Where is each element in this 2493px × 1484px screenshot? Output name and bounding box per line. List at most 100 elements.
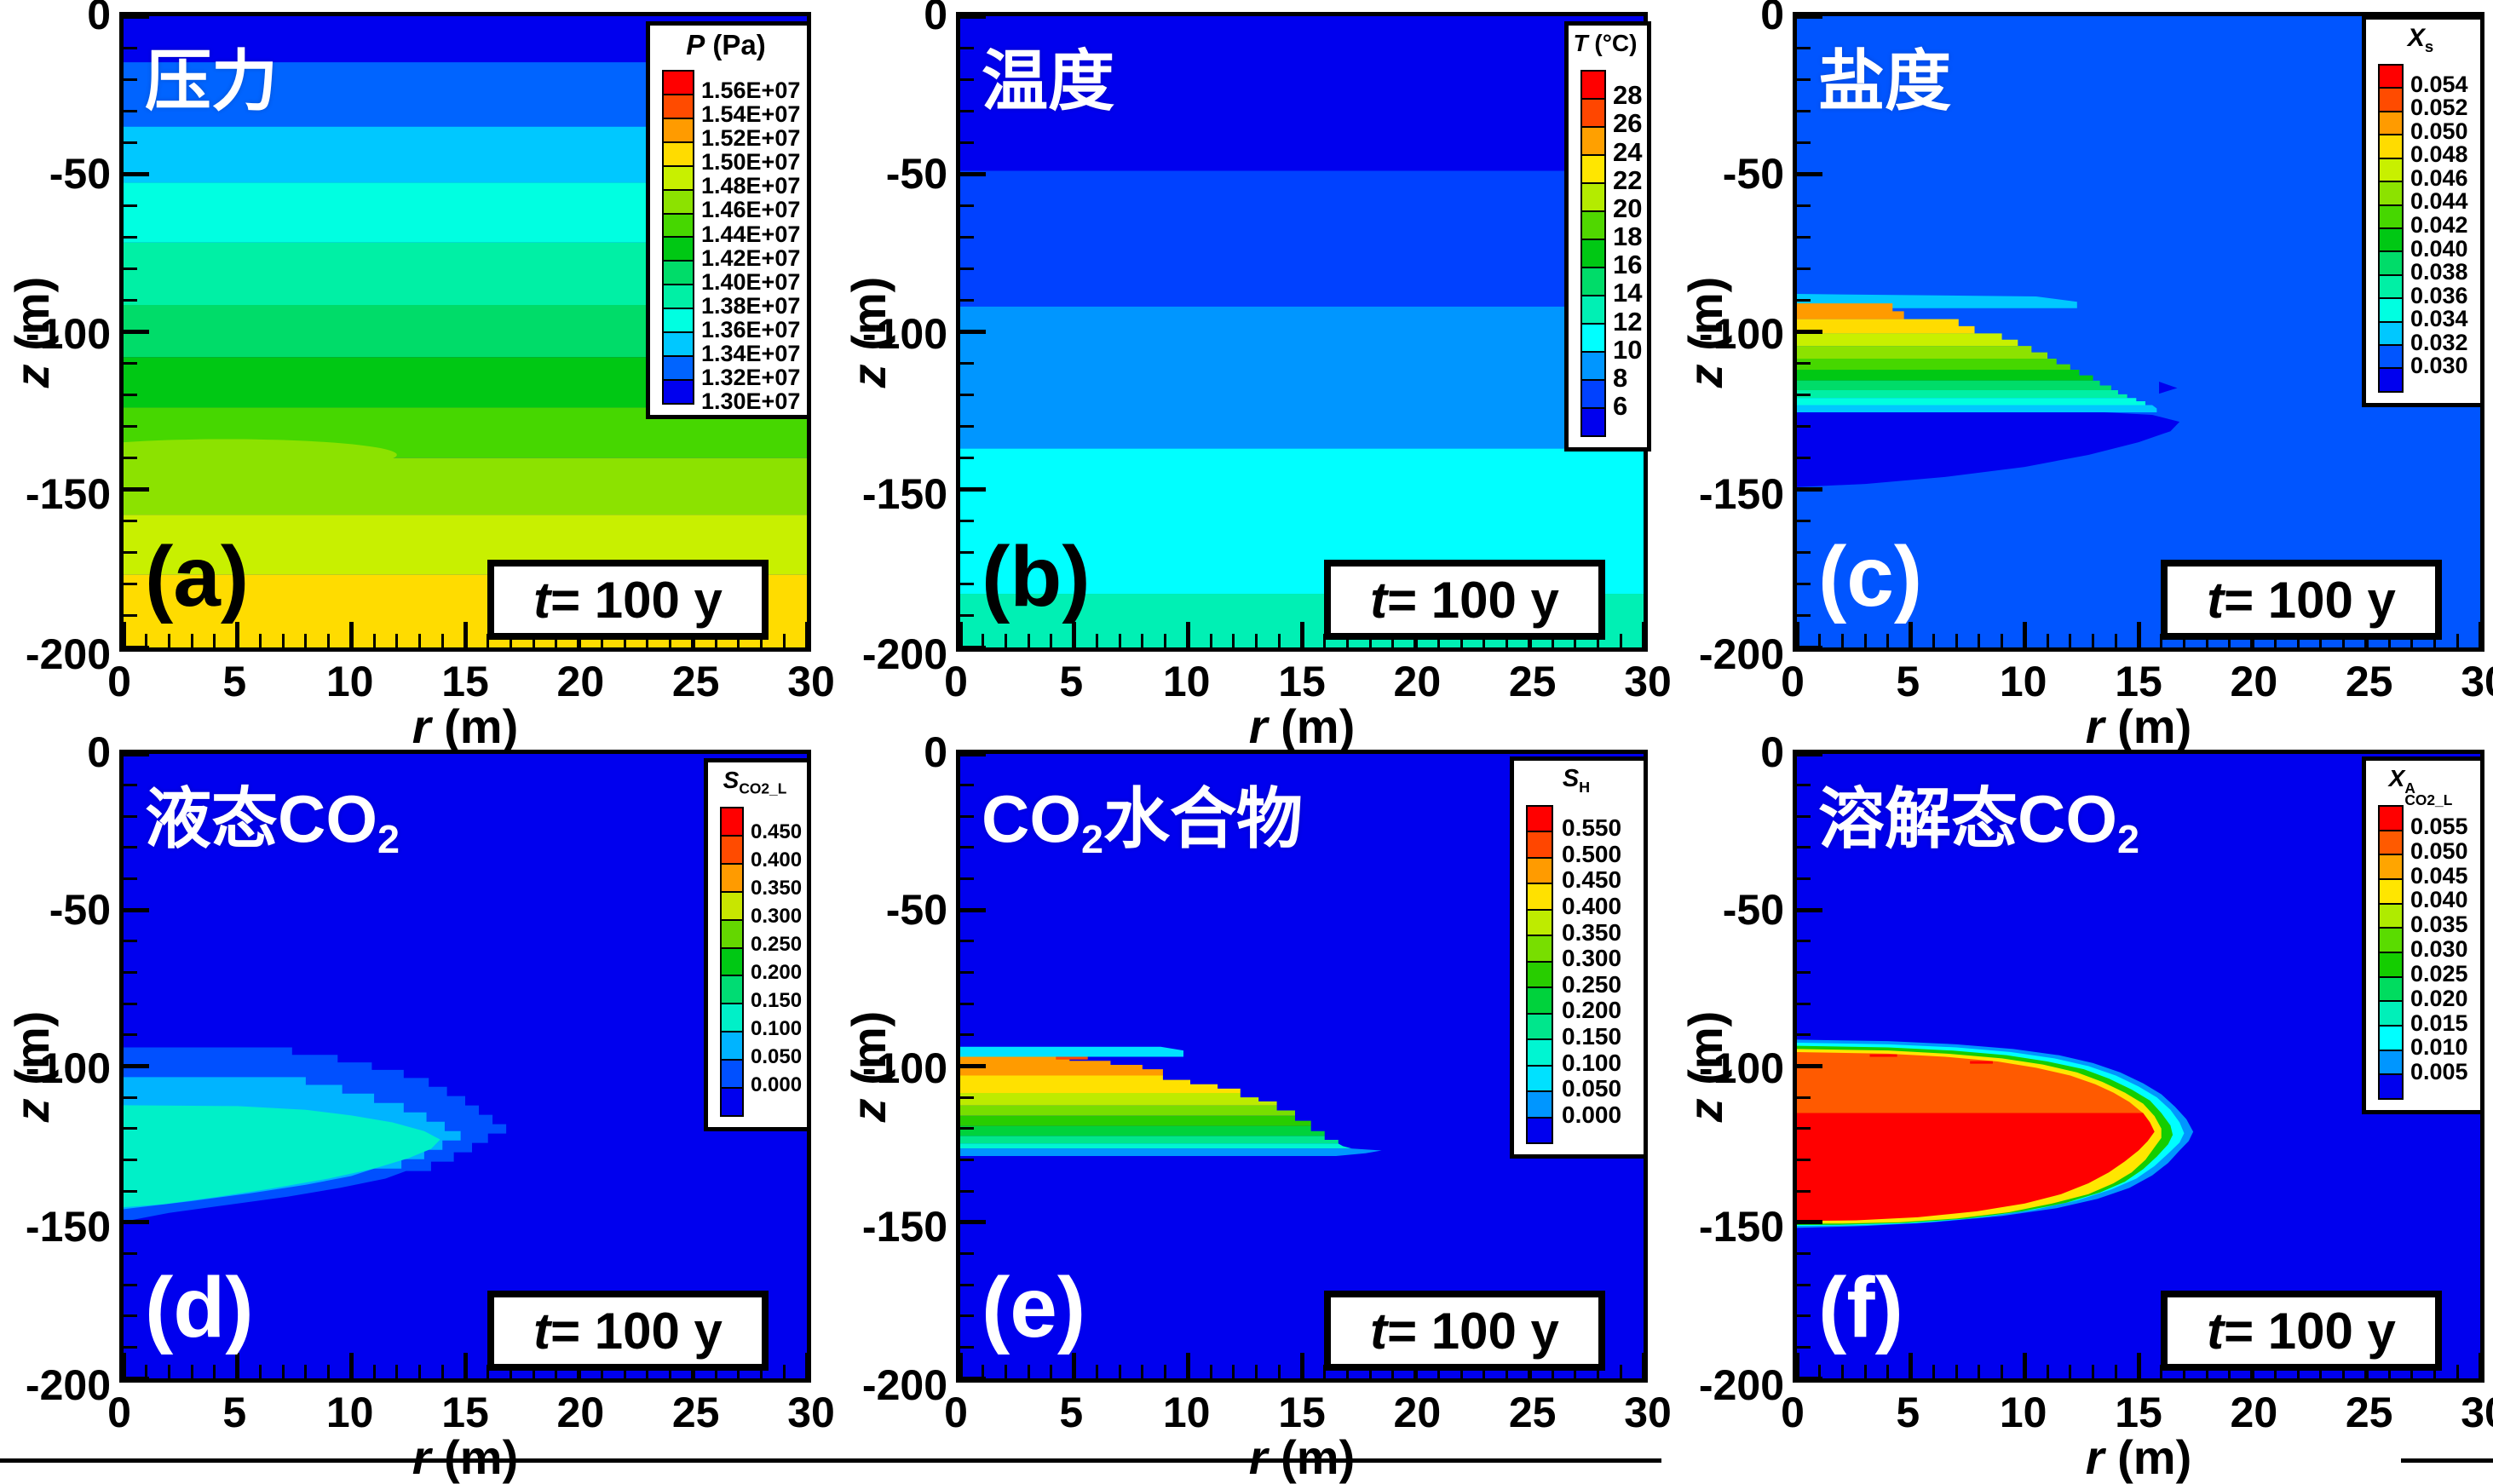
x-tick-label: 25 [2345, 1389, 2393, 1436]
colorbar-sub: CO2_L [2404, 791, 2453, 808]
x-tick-label: 10 [1999, 658, 2047, 705]
contour-region [1056, 1056, 1088, 1060]
panel-title-text: 温度 [982, 43, 1115, 118]
time-var: t [1370, 1302, 1388, 1360]
x-minor-tick [190, 1365, 193, 1378]
x-minor-tick [213, 634, 216, 647]
y-axis-label: z (m) [842, 230, 896, 434]
x-axis-unit: (m) [1267, 1430, 1356, 1484]
panel-title-a: 压力 [145, 48, 278, 122]
x-major-tick [1797, 1353, 1799, 1378]
x-tick-label: 30 [787, 658, 835, 705]
colorbar-unit: (Pa) [705, 29, 766, 60]
x-minor-tick [1095, 1365, 1098, 1378]
y-minor-tick [960, 362, 974, 365]
y-minor-tick [124, 520, 137, 523]
y-minor-tick [1797, 362, 1811, 365]
colorbar-segment [2380, 367, 2402, 391]
x-tick-label: 5 [1896, 658, 1920, 705]
colorbar-tick-label: 0.150 [1562, 1023, 1622, 1050]
colorbar-segment [2380, 87, 2402, 111]
colorbar-segment [2380, 66, 2402, 88]
time-value: = 100 y [1387, 571, 1559, 629]
colorbar-strip [2378, 64, 2404, 393]
x-minor-tick [1863, 634, 1867, 647]
x-minor-tick [1818, 1365, 1822, 1378]
x-major-tick [1641, 1353, 1644, 1378]
y-tick-label: 0 [87, 0, 111, 38]
colorbar-segment [1528, 856, 1552, 883]
x-tick-label: 30 [2461, 658, 2493, 705]
colorbar-segment [722, 834, 742, 863]
y-minor-tick [1797, 814, 1811, 818]
y-minor-tick [124, 1251, 137, 1255]
panel-letter-e: (e) [982, 1260, 1086, 1355]
panel-letter-d: (d) [145, 1260, 254, 1355]
y-minor-tick [960, 1158, 974, 1161]
colorbar-tick-label: 0.400 [1562, 893, 1622, 920]
y-minor-tick [1797, 583, 1811, 586]
y-minor-tick [960, 551, 974, 555]
x-minor-tick [1506, 1365, 1509, 1378]
x-minor-tick [1232, 634, 1235, 647]
y-minor-tick [960, 46, 974, 49]
y-minor-tick [960, 1189, 974, 1193]
y-major-tick [960, 1376, 986, 1378]
y-minor-tick [124, 846, 137, 849]
x-tick-label: 20 [1393, 658, 1442, 705]
x-minor-tick [1391, 634, 1395, 647]
y-minor-tick [1797, 614, 1811, 618]
x-minor-tick [982, 634, 985, 647]
x-minor-tick [2296, 634, 2300, 647]
x-major-tick [804, 622, 807, 647]
y-axis-unit: (m) [842, 276, 895, 364]
contour-band [960, 170, 1644, 307]
x-minor-tick [2114, 1365, 2117, 1378]
time-box-a: t = 100 y [487, 560, 769, 640]
x-minor-tick [760, 1365, 763, 1378]
y-minor-tick [960, 614, 974, 618]
y-tick-label: -50 [49, 150, 111, 198]
x-minor-tick [2205, 1365, 2208, 1378]
contour-region [1970, 1061, 1993, 1064]
x-minor-tick [2046, 634, 2049, 647]
time-value: = 100 y [550, 1302, 723, 1360]
colorbar-segment [2380, 204, 2402, 227]
colorbar-segment [664, 93, 693, 118]
y-tick-label: -50 [885, 886, 947, 935]
x-minor-tick [327, 634, 331, 647]
colorbar-var: S [723, 767, 740, 793]
x-minor-tick [2046, 1365, 2049, 1378]
x-tick-label: 30 [787, 1389, 835, 1436]
y-major-tick [1797, 16, 1822, 19]
x-minor-tick [509, 1365, 512, 1378]
y-major-tick [1797, 907, 1822, 912]
x-major-tick [1909, 1353, 1914, 1378]
x-minor-tick [440, 1365, 444, 1378]
colorbar-segment [2380, 1073, 2402, 1099]
y-minor-tick [124, 1189, 137, 1193]
colorbar-segment [1528, 831, 1552, 857]
colorbar-strip [662, 70, 694, 405]
contour-region [1797, 346, 2048, 359]
y-major-tick [1797, 330, 1822, 334]
x-minor-tick [1978, 634, 1981, 647]
colorbar-segment [1528, 908, 1552, 935]
colorbar-segment [664, 188, 693, 213]
colorbar-sub: CO2_L [739, 779, 787, 797]
colorbar-segment [1528, 986, 1552, 1013]
y-tick-label: -100 [25, 310, 111, 358]
y-minor-tick [1797, 1002, 1811, 1005]
y-minor-tick [124, 940, 137, 943]
y-minor-tick [1797, 109, 1811, 112]
y-minor-tick [960, 109, 974, 112]
y-tick-label: 0 [924, 0, 947, 38]
x-major-tick [1299, 1353, 1304, 1378]
x-major-tick [960, 1353, 963, 1378]
x-minor-tick [1436, 1365, 1440, 1378]
y-minor-tick [960, 784, 974, 787]
colorbar-tick-label: 0.035 [2410, 912, 2468, 938]
contour-region [1797, 398, 2146, 406]
colorbar-segment [1582, 182, 1604, 210]
x-minor-tick [669, 634, 672, 647]
